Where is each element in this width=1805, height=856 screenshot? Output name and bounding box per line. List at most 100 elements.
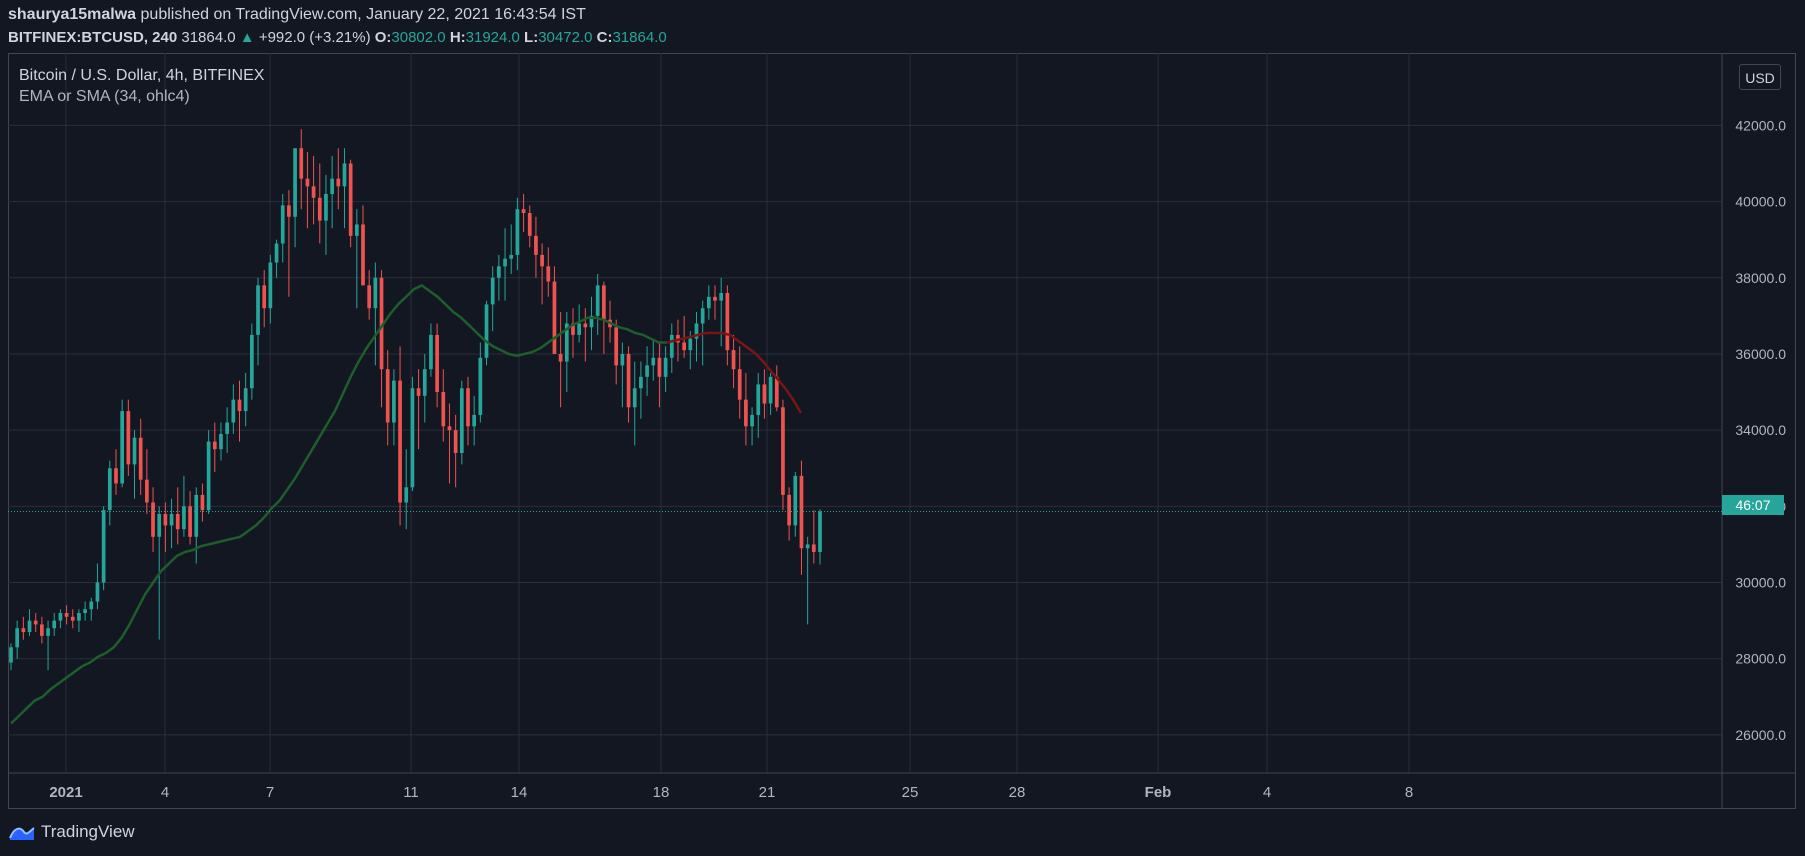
candle-body	[583, 323, 588, 328]
candle-body	[70, 616, 75, 621]
candle-body	[540, 254, 544, 267]
candle-body	[243, 388, 248, 412]
candle-body	[336, 178, 341, 187]
candle-body	[459, 388, 464, 453]
candle-body	[410, 388, 415, 488]
chart-legend-title[interactable]: Bitcoin / U.S. Dollar, 4h, BITFINEX	[19, 67, 265, 84]
y-tick-label: 40000.0	[1735, 194, 1786, 210]
candle-body	[818, 511, 822, 552]
candle-body	[626, 353, 631, 408]
x-tick-label: 21	[759, 784, 776, 801]
candle-body	[750, 414, 754, 427]
candle-body	[145, 479, 149, 503]
x-tick-label: Feb	[1145, 784, 1172, 801]
candle-body	[490, 277, 495, 305]
candle-body	[731, 350, 736, 370]
low-value: 30472.0	[538, 29, 593, 46]
candle-body	[311, 186, 316, 198]
candle-body	[774, 376, 779, 408]
candle-body	[299, 148, 304, 179]
candle-body	[114, 468, 118, 484]
y-tick-label: 42000.0	[1735, 117, 1786, 133]
symbol-label: BITFINEX:BTCUSD, 240	[8, 29, 178, 46]
moving-average-line-rising	[10, 283, 667, 725]
candle-body	[379, 277, 384, 370]
candle-body	[95, 582, 100, 602]
y-tick-label: 36000.0	[1735, 346, 1786, 362]
x-tick-label: 4	[161, 784, 169, 801]
candle-body	[169, 513, 174, 526]
brand-name: TradingView	[41, 822, 135, 841]
candle-body	[126, 411, 131, 465]
candle-body	[737, 369, 742, 400]
candle-body	[385, 369, 390, 423]
price-change: +992.0 (+3.21%)	[258, 29, 371, 46]
up-arrow-icon: ▲	[239, 29, 255, 46]
candle-body	[212, 441, 217, 450]
candle-body	[52, 620, 57, 629]
candle-body	[546, 266, 551, 282]
candle-body	[262, 285, 267, 309]
candle-body	[422, 369, 427, 396]
published-text: published on TradingView.com, January 22…	[140, 6, 586, 23]
candle-body	[527, 213, 532, 236]
candle-body	[509, 254, 514, 259]
candle-body	[249, 334, 254, 389]
candle-body	[138, 437, 143, 480]
indicator-legend[interactable]: EMA or SMA (34, ohlc4)	[19, 88, 190, 105]
y-tick-label: 34000.0	[1735, 422, 1786, 438]
candle-body	[589, 315, 594, 328]
y-tick-label: 26000.0	[1735, 727, 1786, 743]
candle-body	[571, 323, 575, 335]
candle-body	[503, 258, 507, 267]
candle-body	[614, 327, 619, 366]
chart-frame	[8, 53, 1796, 809]
close-label: C:	[596, 29, 613, 46]
candle-body	[466, 388, 470, 427]
symbol-info: BITFINEX:BTCUSD, 240 31864.0 ▲ +992.0 (+…	[8, 29, 667, 46]
candle-body	[58, 613, 63, 621]
x-tick-label: 25	[902, 784, 919, 801]
candle-body	[83, 609, 87, 613]
author-name[interactable]: shaurya15malwa	[8, 6, 137, 23]
candle-body	[27, 620, 32, 633]
candle-body	[132, 437, 137, 465]
candle-body	[756, 384, 761, 415]
currency-button[interactable]: USD	[1739, 64, 1781, 90]
x-tick-label: 4	[1263, 784, 1271, 801]
candle-body	[645, 365, 649, 377]
candle-body	[194, 494, 199, 537]
candle-body	[688, 338, 693, 351]
low-label: L:	[524, 29, 539, 46]
candle-body	[77, 613, 81, 621]
candle-body	[725, 293, 730, 351]
tradingview-brand[interactable]: TradingView	[8, 822, 135, 842]
price-chart[interactable]: 26000.028000.030000.032000.034000.036000…	[8, 53, 1796, 809]
candle-body	[682, 342, 686, 351]
candle-body	[472, 414, 477, 427]
candle-body	[453, 430, 458, 453]
candle-body	[762, 384, 767, 404]
candle-body	[639, 376, 643, 389]
candle-body	[719, 293, 724, 301]
x-tick-label: 2021	[49, 784, 82, 801]
candle-body	[305, 178, 310, 187]
candle-body	[787, 494, 791, 526]
candle-body	[651, 357, 656, 366]
high-value: 31924.0	[465, 29, 520, 46]
close-value: 31864.0	[612, 29, 667, 46]
candle-body	[348, 163, 353, 236]
candle-body	[317, 197, 322, 221]
candle-body	[478, 357, 483, 415]
x-tick-label: 7	[266, 784, 274, 801]
candle-body	[663, 357, 668, 377]
candle-body	[367, 285, 372, 309]
x-tick-label: 14	[511, 784, 528, 801]
candle-body	[200, 494, 205, 511]
candle-body	[799, 475, 804, 549]
candle-body	[151, 502, 155, 537]
candle-body	[293, 148, 297, 217]
candle-body	[157, 513, 162, 537]
candle-body	[781, 407, 785, 495]
candle-body	[33, 620, 38, 625]
